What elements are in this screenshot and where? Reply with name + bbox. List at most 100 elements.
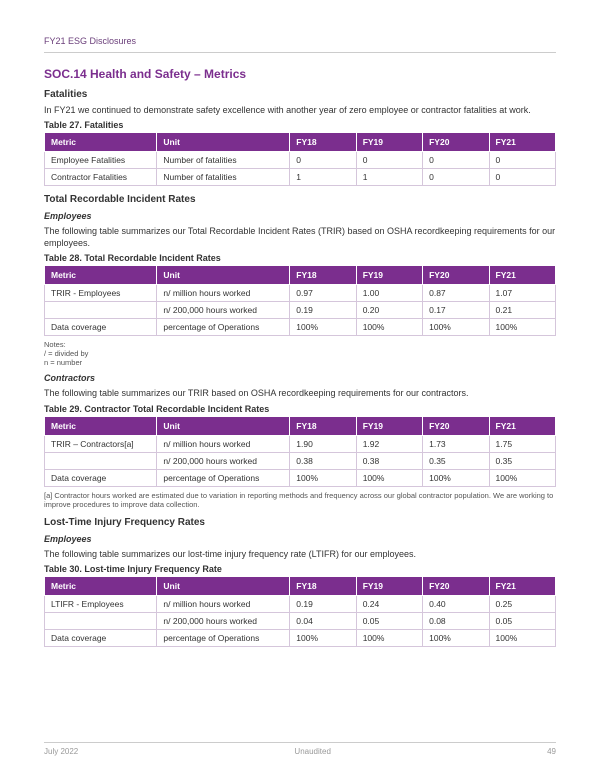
table-fatalities: Metric Unit FY18 FY19 FY20 FY21 Employee… bbox=[44, 132, 556, 186]
cell: 100% bbox=[356, 469, 422, 486]
cell: Contractor Fatalities bbox=[45, 169, 157, 186]
col-metric: Metric bbox=[45, 133, 157, 152]
cell: 100% bbox=[356, 629, 422, 646]
cell: 0.97 bbox=[290, 285, 356, 302]
trir-heading: Total Recordable Incident Rates bbox=[44, 194, 556, 205]
cell: 100% bbox=[290, 319, 356, 336]
cell: 0 bbox=[489, 152, 555, 169]
cell: 0.17 bbox=[423, 302, 489, 319]
cell: 100% bbox=[489, 319, 555, 336]
table-ltifr: Metric Unit FY18 FY19 FY20 FY21 LTIFR - … bbox=[44, 576, 556, 647]
fatalities-intro: In FY21 we continued to demonstrate safe… bbox=[44, 104, 556, 116]
table29-caption: Table 29. Contractor Total Recordable In… bbox=[44, 404, 556, 414]
cell: 100% bbox=[290, 469, 356, 486]
fatalities-heading: Fatalities bbox=[44, 89, 556, 100]
table-row: n/ 200,000 hours worked 0.19 0.20 0.17 0… bbox=[45, 302, 556, 319]
cell: 1 bbox=[356, 169, 422, 186]
col-fy21: FY21 bbox=[489, 133, 555, 152]
cell: 0 bbox=[290, 152, 356, 169]
table-row: Contractor Fatalities Number of fataliti… bbox=[45, 169, 556, 186]
col-fy20: FY20 bbox=[423, 133, 489, 152]
table-header-row: Metric Unit FY18 FY19 FY20 FY21 bbox=[45, 416, 556, 435]
trir-contractors-heading: Contractors bbox=[44, 373, 556, 383]
col-fy21: FY21 bbox=[489, 416, 555, 435]
cell bbox=[45, 302, 157, 319]
col-metric: Metric bbox=[45, 266, 157, 285]
cell: 0.35 bbox=[489, 452, 555, 469]
cell: 0 bbox=[356, 152, 422, 169]
cell: LTIFR - Employees bbox=[45, 595, 157, 612]
table-header-row: Metric Unit FY18 FY19 FY20 FY21 bbox=[45, 133, 556, 152]
table-trir-contractors: Metric Unit FY18 FY19 FY20 FY21 TRIR – C… bbox=[44, 416, 556, 487]
cell: 100% bbox=[489, 469, 555, 486]
table30-caption: Table 30. Lost-time Injury Frequency Rat… bbox=[44, 564, 556, 574]
trir-footnote: [a] Contractor hours worked are estimate… bbox=[44, 491, 556, 509]
table27-caption: Table 27. Fatalities bbox=[44, 120, 556, 130]
cell: Data coverage bbox=[45, 629, 157, 646]
cell bbox=[45, 452, 157, 469]
table-row: TRIR – Contractors[a] n/ million hours w… bbox=[45, 435, 556, 452]
col-fy19: FY19 bbox=[356, 266, 422, 285]
table-row: n/ 200,000 hours worked 0.38 0.38 0.35 0… bbox=[45, 452, 556, 469]
trir-employees-heading: Employees bbox=[44, 211, 556, 221]
col-metric: Metric bbox=[45, 576, 157, 595]
cell: n/ 200,000 hours worked bbox=[157, 452, 290, 469]
col-fy18: FY18 bbox=[290, 266, 356, 285]
cell: 0.04 bbox=[290, 612, 356, 629]
col-fy20: FY20 bbox=[423, 416, 489, 435]
cell: n/ million hours worked bbox=[157, 595, 290, 612]
col-unit: Unit bbox=[157, 416, 290, 435]
footer-page: 49 bbox=[547, 747, 556, 756]
cell: n/ million hours worked bbox=[157, 285, 290, 302]
cell: percentage of Operations bbox=[157, 629, 290, 646]
note-line: / = divided by bbox=[44, 349, 556, 358]
cell: 1.00 bbox=[356, 285, 422, 302]
cell: 1.90 bbox=[290, 435, 356, 452]
table-trir-employees: Metric Unit FY18 FY19 FY20 FY21 TRIR - E… bbox=[44, 265, 556, 336]
document-header: FY21 ESG Disclosures bbox=[44, 36, 556, 53]
table-row: Data coverage percentage of Operations 1… bbox=[45, 319, 556, 336]
cell: n/ million hours worked bbox=[157, 435, 290, 452]
cell: percentage of Operations bbox=[157, 469, 290, 486]
cell: 0.40 bbox=[423, 595, 489, 612]
col-fy18: FY18 bbox=[290, 576, 356, 595]
cell: n/ 200,000 hours worked bbox=[157, 612, 290, 629]
cell: 100% bbox=[423, 469, 489, 486]
cell: 100% bbox=[423, 629, 489, 646]
cell: 0.87 bbox=[423, 285, 489, 302]
cell: 100% bbox=[423, 319, 489, 336]
col-fy19: FY19 bbox=[356, 576, 422, 595]
cell: 0.19 bbox=[290, 302, 356, 319]
ltifr-employees-intro: The following table summarizes our lost-… bbox=[44, 548, 556, 560]
col-metric: Metric bbox=[45, 416, 157, 435]
cell: 1.73 bbox=[423, 435, 489, 452]
cell: 0.38 bbox=[290, 452, 356, 469]
note-line: n = number bbox=[44, 358, 556, 367]
table28-caption: Table 28. Total Recordable Incident Rate… bbox=[44, 253, 556, 263]
col-fy21: FY21 bbox=[489, 266, 555, 285]
footer-status: Unaudited bbox=[294, 747, 330, 756]
cell: 100% bbox=[356, 319, 422, 336]
col-unit: Unit bbox=[157, 266, 290, 285]
table-row: LTIFR - Employees n/ million hours worke… bbox=[45, 595, 556, 612]
section-title: SOC.14 Health and Safety – Metrics bbox=[44, 67, 556, 81]
cell: 1.07 bbox=[489, 285, 555, 302]
ltifr-heading: Lost-Time Injury Frequency Rates bbox=[44, 517, 556, 528]
col-fy21: FY21 bbox=[489, 576, 555, 595]
table-header-row: Metric Unit FY18 FY19 FY20 FY21 bbox=[45, 576, 556, 595]
notes-label: Notes: bbox=[44, 340, 556, 349]
col-fy20: FY20 bbox=[423, 266, 489, 285]
table-row: Employee Fatalities Number of fatalities… bbox=[45, 152, 556, 169]
cell: Number of fatalities bbox=[157, 152, 290, 169]
cell: TRIR - Employees bbox=[45, 285, 157, 302]
cell: 0 bbox=[423, 169, 489, 186]
cell: 0.05 bbox=[356, 612, 422, 629]
cell: TRIR – Contractors[a] bbox=[45, 435, 157, 452]
col-unit: Unit bbox=[157, 133, 290, 152]
table-row: n/ 200,000 hours worked 0.04 0.05 0.08 0… bbox=[45, 612, 556, 629]
cell: 0.25 bbox=[489, 595, 555, 612]
cell: 0.20 bbox=[356, 302, 422, 319]
cell: 0.19 bbox=[290, 595, 356, 612]
cell: 1 bbox=[290, 169, 356, 186]
col-fy19: FY19 bbox=[356, 133, 422, 152]
